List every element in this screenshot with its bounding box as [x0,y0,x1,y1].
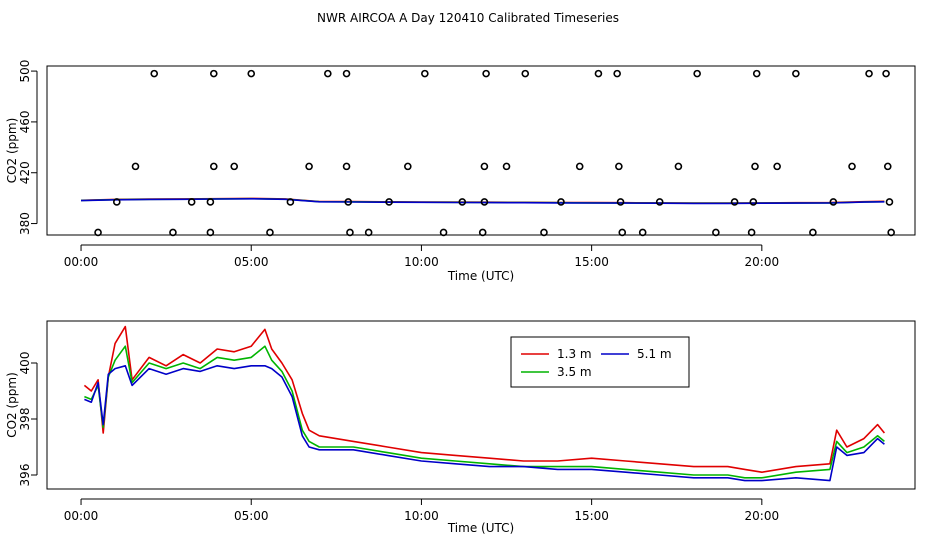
x-tick-label: 05:00 [234,509,269,523]
standard-point [521,69,530,78]
standard-point [480,198,489,206]
legend-label: 5.1 m [637,347,672,361]
standard-point [206,198,215,206]
standard-point [94,228,102,237]
standard-point [342,69,351,78]
standard-point [480,162,489,171]
standard-point [848,162,856,171]
standard-point [187,198,196,206]
y-tick-label: 400 [18,352,32,375]
standard-point [421,69,429,78]
standard-point [230,162,239,171]
x-axis-label: Time (UTC) [447,521,514,535]
standard-point [540,228,548,237]
standard-point [693,69,701,78]
standard-point [809,228,817,237]
legend-label: 1.3 m [557,347,592,361]
standard-point [887,228,895,237]
standard-point [502,162,511,171]
panel-bottom-timeseries: 00:00 05:00 10:00 15:00 20:00 Time (UTC) 396 39… [5,320,916,535]
standard-point [458,198,467,206]
standard-point [209,69,218,78]
standard-point [712,228,720,237]
series-line-5-1-m [80,198,885,205]
standard-point [209,162,218,171]
standard-point [286,198,295,206]
standard-point [557,198,565,206]
y-tick-label: 398 [18,408,32,431]
x-tick-label: 20:00 [745,509,780,523]
standard-point [305,162,313,171]
legend-label: 3.5 m [557,365,592,379]
standard-point [674,162,683,171]
y-axis-label: CO2 (ppm) [5,372,19,438]
x-tick-label: 15:00 [574,509,609,523]
standard-point [618,228,627,237]
standard-point [404,162,412,171]
standard-point [439,228,448,237]
standard-point [747,228,756,237]
standard-point [482,69,490,78]
standard-point [613,69,621,78]
standard-point [882,69,890,78]
panel-top-calibration: 00:00 05:00 10:00 15:00 20:00 Time (UTC) 380 42… [5,60,916,283]
standard-point [792,69,800,78]
standard-point [150,69,159,78]
x-tick-label: 20:00 [745,255,780,269]
legend: 1.3 m 5.1 m 3.5 m [510,336,690,388]
x-tick-label: 00:00 [64,509,99,523]
standard-point [112,198,121,206]
series-line-5-1-m [84,364,885,482]
standard-point [342,162,351,171]
standard-point [773,162,781,171]
standard-point [638,228,647,237]
x-tick-label: 15:00 [574,255,609,269]
standard-point [575,162,584,171]
x-axis-label: Time (UTC) [447,269,514,283]
x-tick-label: 05:00 [234,255,269,269]
y-tick-label: 380 [18,212,32,235]
x-tick-label: 10:00 [404,255,439,269]
series-line-3-5-m [84,345,885,479]
standard-point [478,228,487,237]
y-tick-label: 396 [18,464,32,487]
standard-point [385,198,393,206]
standard-point [616,198,625,206]
plot-frame [46,320,916,490]
figure-title: NWR AIRCOA A Day 120410 Calibrated Times… [317,11,619,25]
standard-point [829,198,838,206]
standard-point [865,69,873,78]
y-tick-label: 460 [18,110,32,133]
standard-point [615,162,623,171]
y-tick-label: 500 [18,60,32,83]
standard-point [364,228,373,237]
standard-point [749,198,758,206]
standard-point [655,198,664,206]
standard-point [169,228,177,237]
legend-box [510,336,690,388]
standard-point [346,228,354,237]
standard-point [885,198,894,206]
standard-point [247,69,256,78]
standard-point [730,198,739,206]
standard-point [752,69,761,78]
x-tick-label: 00:00 [64,255,99,269]
standard-point [751,162,759,171]
standard-point [131,162,140,171]
standard-point [266,228,274,237]
standard-point [206,228,215,237]
standard-point [344,198,353,206]
y-tick-label: 420 [18,161,32,184]
y-axis-label: CO2 (ppm) [5,118,19,184]
standard-point [324,69,332,78]
x-tick-label: 10:00 [404,509,439,523]
standard-point [883,162,892,171]
standard-point [594,69,603,78]
